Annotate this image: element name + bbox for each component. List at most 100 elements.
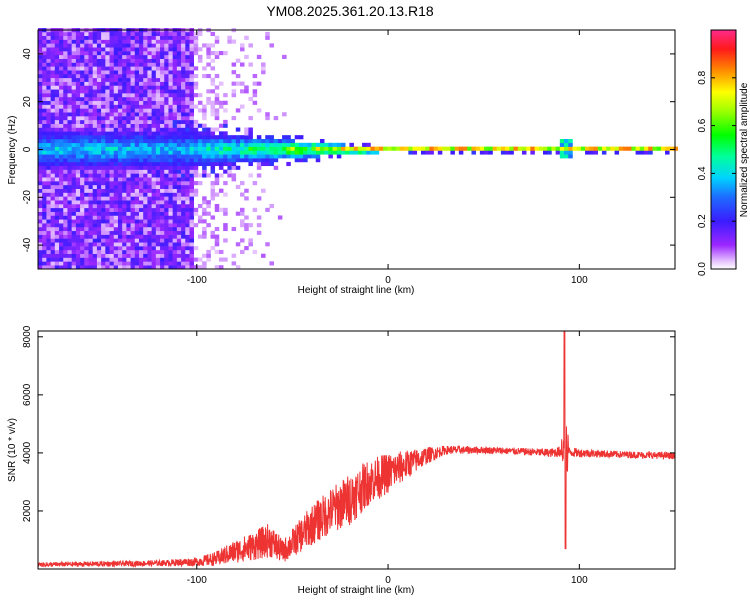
- heatmap-cell: [122, 131, 127, 136]
- heatmap-cell: [240, 181, 245, 186]
- heatmap-cell: [235, 158, 241, 163]
- heatmap-cell: [109, 119, 115, 124]
- heatmap-cell: [193, 169, 199, 174]
- heatmap-cell: [54, 138, 60, 144]
- heatmap-cell: [181, 116, 186, 121]
- heatmap-cell: [122, 257, 127, 262]
- heatmap-cell: [130, 31, 136, 37]
- heatmap-cell: [160, 89, 165, 94]
- heatmap-cell: [63, 223, 68, 228]
- heatmap-cell: [130, 54, 136, 59]
- heatmap-cell: [126, 123, 131, 128]
- heatmap-cell: [193, 66, 199, 71]
- heatmap-cell: [46, 85, 51, 90]
- heatmap-cell: [117, 257, 123, 262]
- heatmap-cell: [50, 116, 56, 121]
- heatmap-cell: [54, 112, 60, 117]
- heatmap-cell: [151, 135, 157, 140]
- heatmap-cell: [235, 165, 241, 170]
- heatmap-cell: [59, 131, 64, 136]
- heatmap-cell: [101, 154, 106, 159]
- heatmap-cell: [96, 77, 102, 82]
- heatmap-cell: [54, 119, 60, 124]
- heatmap-cell: [139, 58, 144, 63]
- heatmap-cell: [130, 35, 136, 40]
- heatmap-cell: [59, 39, 64, 44]
- heatmap-cell: [113, 93, 119, 98]
- heatmap-cell: [46, 188, 51, 193]
- heatmap-cell: [172, 119, 178, 124]
- heatmap-cell: [181, 223, 186, 228]
- heatmap-cell: [92, 146, 98, 151]
- heatmap-cell: [42, 89, 47, 94]
- heatmap-cell: [282, 142, 287, 147]
- heatmap-cell: [181, 62, 186, 67]
- heatmap-cell: [134, 165, 140, 170]
- y-tick-label: 4000: [22, 441, 33, 464]
- heatmap-cell: [164, 211, 169, 216]
- heatmap-cell: [185, 112, 190, 117]
- heatmap-cell: [126, 62, 131, 67]
- heatmap-cell: [197, 158, 203, 163]
- heatmap-cell: [105, 81, 110, 86]
- heatmap-cell: [252, 207, 258, 212]
- heatmap-cell: [130, 127, 136, 132]
- heatmap-cell: [117, 73, 123, 79]
- heatmap-cell: [164, 177, 169, 182]
- heatmap-cell: [256, 158, 262, 163]
- heatmap-cell: [84, 81, 89, 86]
- heatmap-cell: [101, 112, 106, 117]
- heatmap-cell: [80, 70, 85, 75]
- heatmap-cell: [206, 200, 211, 205]
- heatmap-cell: [101, 135, 106, 140]
- heatmap-cell: [105, 192, 110, 197]
- heatmap-cell: [193, 39, 199, 44]
- heatmap-cell: [193, 142, 199, 147]
- heatmap-cell: [59, 47, 64, 52]
- heatmap-cell: [117, 173, 123, 178]
- heatmap-cell: [168, 261, 173, 266]
- heatmap-cell: [126, 223, 131, 228]
- heatmap-cell: [185, 261, 190, 266]
- snr-y-label: SNR (10 * v/v): [7, 418, 18, 482]
- heatmap-cell: [117, 127, 123, 132]
- heatmap-cell: [593, 146, 599, 151]
- heatmap-cell: [193, 93, 199, 98]
- heatmap-cell: [341, 146, 346, 151]
- heatmap-cell: [46, 73, 51, 79]
- heatmap-cell: [218, 51, 224, 56]
- heatmap-cell: [71, 184, 77, 189]
- heatmap-cell: [122, 173, 127, 178]
- heatmap-cell: [151, 188, 157, 193]
- heatmap-cell: [38, 215, 43, 220]
- heatmap-cell: [80, 173, 85, 178]
- heatmap-cell: [113, 265, 119, 270]
- heatmap-cell: [101, 39, 106, 44]
- heatmap-cell: [244, 135, 249, 140]
- heatmap-cell: [214, 135, 220, 140]
- heatmap-cell: [151, 203, 157, 209]
- heatmap-cell: [147, 226, 152, 232]
- heatmap-cell: [54, 142, 60, 147]
- heatmap-cell: [181, 188, 186, 193]
- heatmap-cell: [223, 108, 228, 113]
- heatmap-cell: [366, 150, 371, 155]
- heatmap-cell: [54, 62, 60, 67]
- heatmap-cell: [155, 104, 161, 109]
- heatmap-cell: [122, 135, 127, 140]
- heatmap-cell: [88, 96, 94, 102]
- heatmap-cell: [155, 154, 161, 159]
- heatmap-cell: [168, 196, 173, 201]
- heatmap-cell: [240, 142, 245, 147]
- heatmap-cell: [67, 96, 72, 102]
- heatmap-cell: [155, 188, 161, 193]
- heatmap-cell: [185, 215, 190, 220]
- heatmap-cell: [172, 234, 178, 239]
- heatmap-cell: [526, 146, 531, 151]
- heatmap-cell: [189, 73, 195, 79]
- heatmap-cell: [185, 246, 190, 251]
- heatmap-cell: [96, 104, 102, 109]
- heatmap-cell: [109, 165, 115, 170]
- x-tick-label: -100: [187, 575, 207, 586]
- heatmap-cell: [130, 265, 136, 270]
